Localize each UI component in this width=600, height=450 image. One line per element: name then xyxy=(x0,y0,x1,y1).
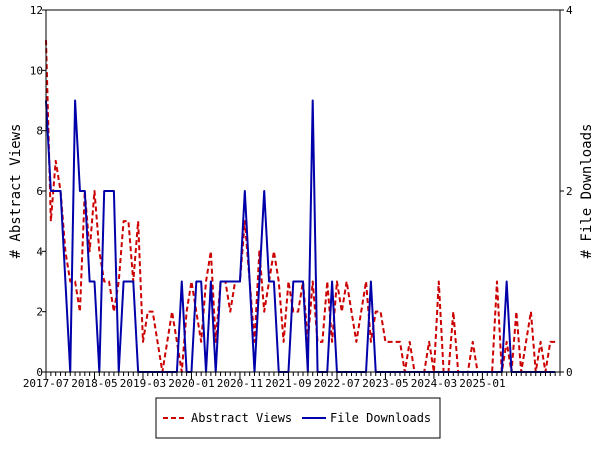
x-tick-label: 2022-07 xyxy=(314,377,360,390)
y-right-tick-label: 2 xyxy=(566,185,573,198)
x-tick-label: 2023-05 xyxy=(362,377,408,390)
y-axis-left: 0 2 4 6 8 10 12 xyxy=(30,4,46,379)
y-right-tick-label: 0 xyxy=(566,366,573,379)
x-tick-label: 2024-03 xyxy=(411,377,457,390)
y-axis-right-title: # File Downloads xyxy=(579,124,595,259)
x-tick-label: 2018-05 xyxy=(71,377,117,390)
y-axis-right: 0 2 4 xyxy=(560,4,573,379)
plot-area xyxy=(46,10,560,372)
y-axis-left-title: # Abstract Views xyxy=(8,124,24,259)
y-left-tick-label: 6 xyxy=(36,185,43,198)
y-left-tick-label: 8 xyxy=(36,125,43,138)
x-tick-label: 2020-11 xyxy=(217,377,263,390)
x-tick-label: 2019-03 xyxy=(120,377,166,390)
y-right-tick-label: 4 xyxy=(566,4,573,17)
x-tick-label: 2021-09 xyxy=(265,377,311,390)
y-left-tick-label: 4 xyxy=(36,245,43,258)
y-left-tick-label: 0 xyxy=(36,366,43,379)
y-left-tick-label: 12 xyxy=(30,4,43,17)
legend: Abstract Views File Downloads xyxy=(155,397,441,439)
legend-label-abstract-views: Abstract Views xyxy=(191,411,292,425)
y-left-tick-label: 10 xyxy=(30,64,43,77)
series-line-abstract-views xyxy=(45,40,556,373)
legend-box xyxy=(155,397,441,439)
x-tick-label: 2025-01 xyxy=(459,377,505,390)
x-tick-label: 2017-07 xyxy=(23,377,69,390)
x-tick-label: 2020-01 xyxy=(168,377,214,390)
legend-label-file-downloads: File Downloads xyxy=(330,411,431,425)
x-axis: 2017-07 2018-05 2019-03 2020-01 2020-11 2021-… xyxy=(23,372,561,390)
y-left-tick-label: 2 xyxy=(36,306,43,319)
